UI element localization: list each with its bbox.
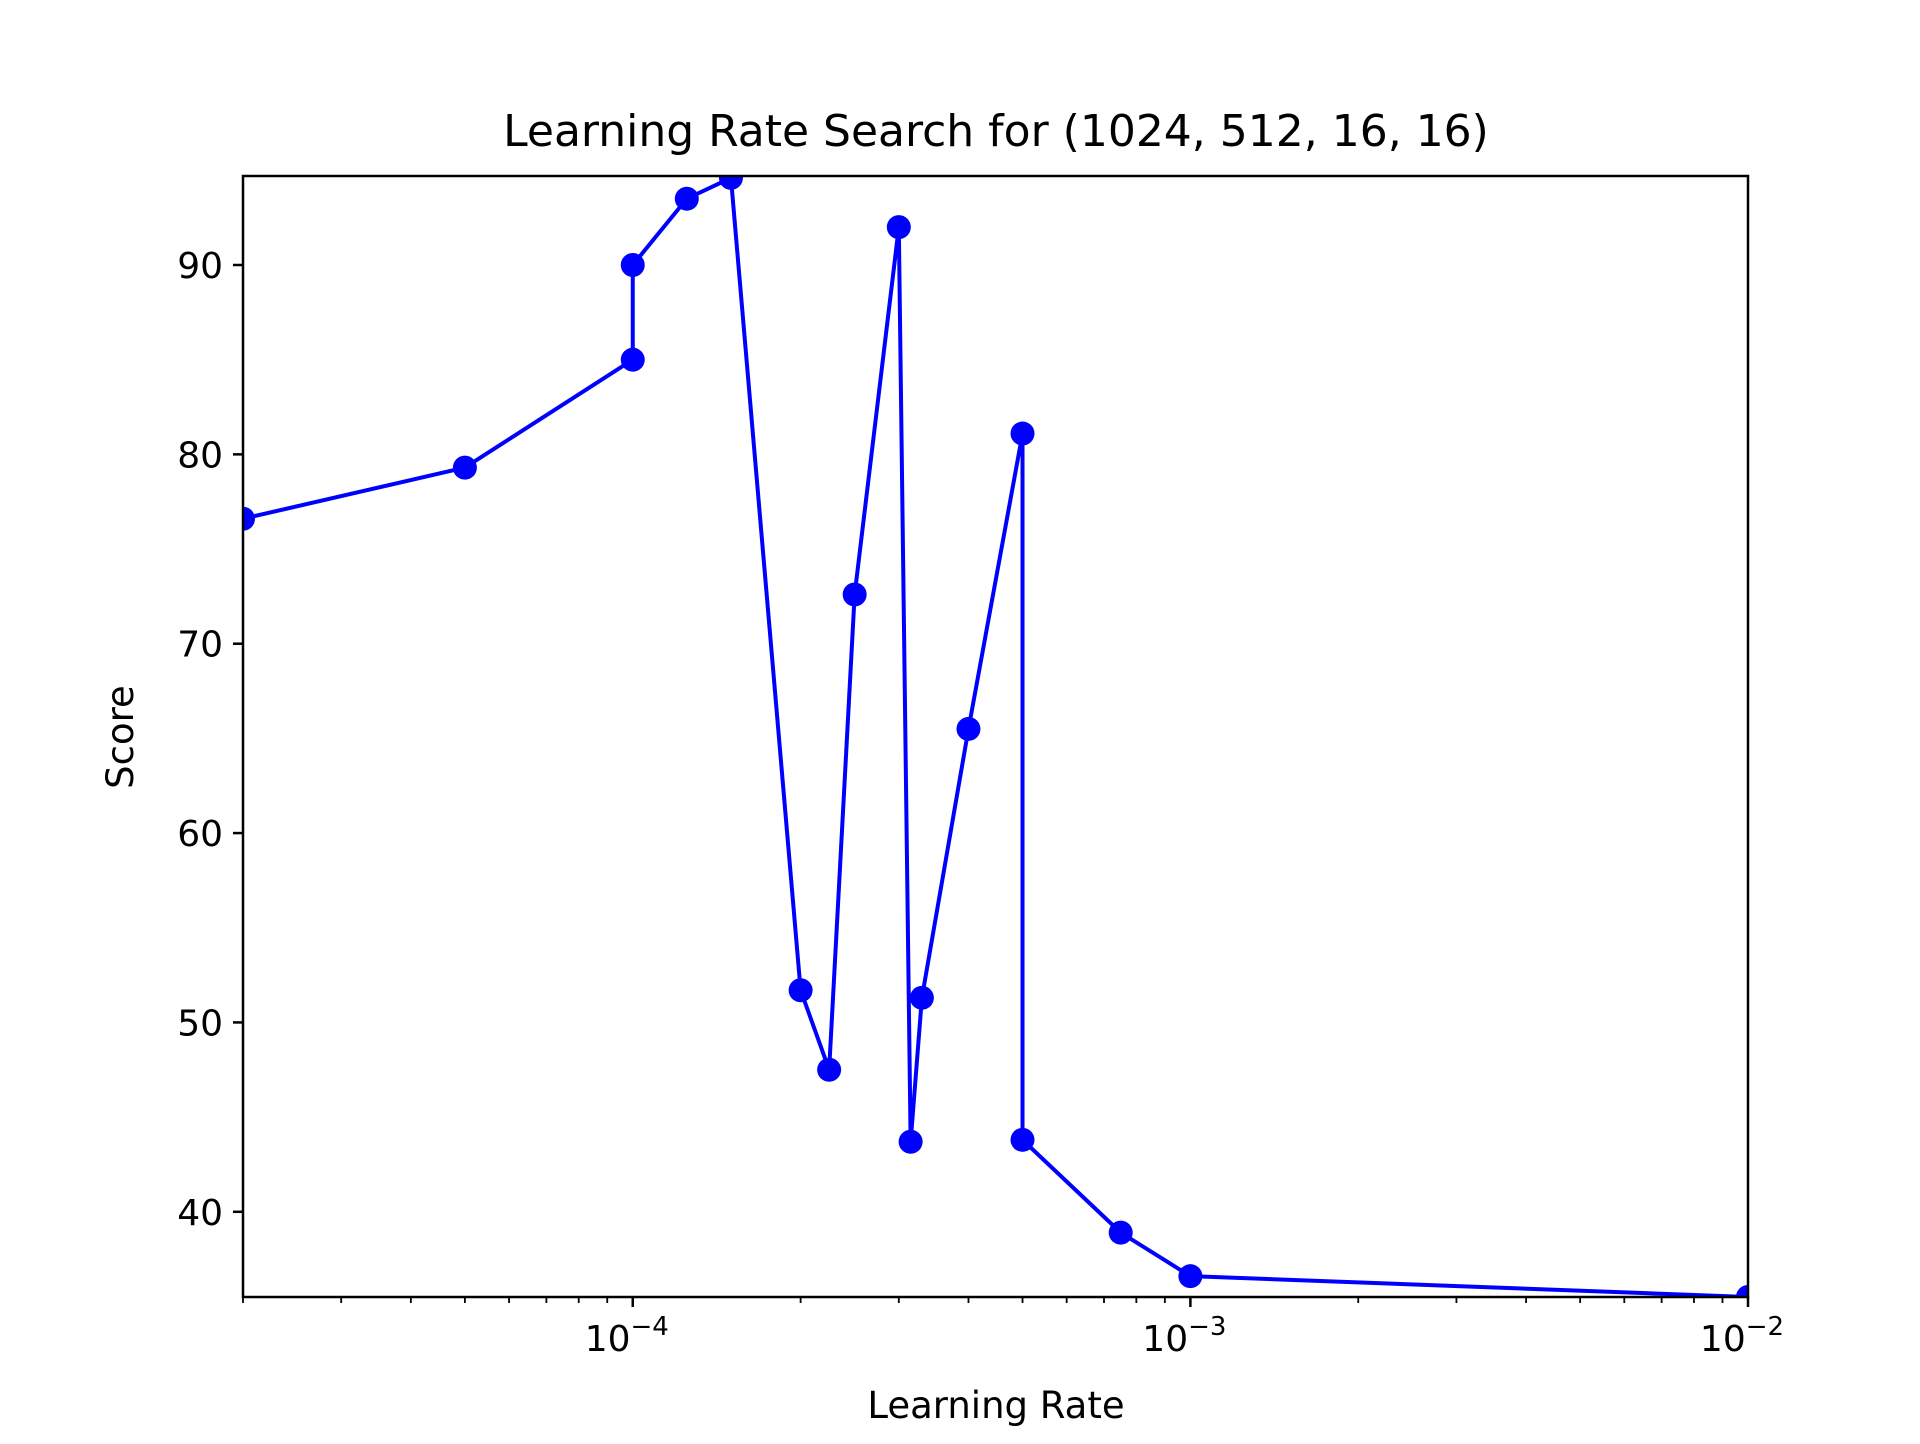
y-tick-label: 50 <box>177 1003 223 1044</box>
x-tick-label: 10−4 <box>585 1312 669 1360</box>
data-point <box>243 506 255 531</box>
plot-area <box>243 176 1748 1297</box>
data-point <box>788 978 813 1003</box>
y-tick-label: 80 <box>177 435 223 476</box>
data-point <box>956 716 981 741</box>
data-point <box>620 252 645 277</box>
data-point <box>452 455 477 480</box>
plot-frame <box>241 174 1750 1299</box>
y-tick-label: 70 <box>177 625 223 666</box>
y-axis-label: Score <box>99 685 142 789</box>
data-point <box>1178 1264 1203 1289</box>
y-tick-label: 90 <box>177 246 223 287</box>
series-line <box>243 176 1748 1297</box>
x-tick-label: 10−3 <box>1142 1312 1226 1360</box>
data-point <box>842 582 867 607</box>
data-point <box>817 1057 842 1082</box>
data-point <box>1736 1285 1748 1297</box>
data-point <box>1010 1127 1035 1152</box>
data-point <box>718 176 743 190</box>
data-point <box>898 1129 923 1154</box>
chart-title: Learning Rate Search for (1024, 512, 16,… <box>503 106 1489 157</box>
data-point <box>674 186 699 211</box>
x-tick-label: 10−2 <box>1700 1312 1784 1360</box>
data-point <box>909 985 934 1010</box>
y-tick-label: 60 <box>177 814 223 855</box>
x-axis-label: Learning Rate <box>867 1384 1124 1427</box>
x-axis: 10−4 10−3 10−2 <box>242 1297 1784 1360</box>
data-point <box>1010 421 1035 446</box>
y-axis: 40 50 60 70 80 90 <box>177 246 243 1234</box>
data-point <box>1108 1220 1133 1245</box>
data-point <box>886 215 911 240</box>
y-tick-label: 40 <box>177 1193 223 1234</box>
data-point <box>620 347 645 372</box>
